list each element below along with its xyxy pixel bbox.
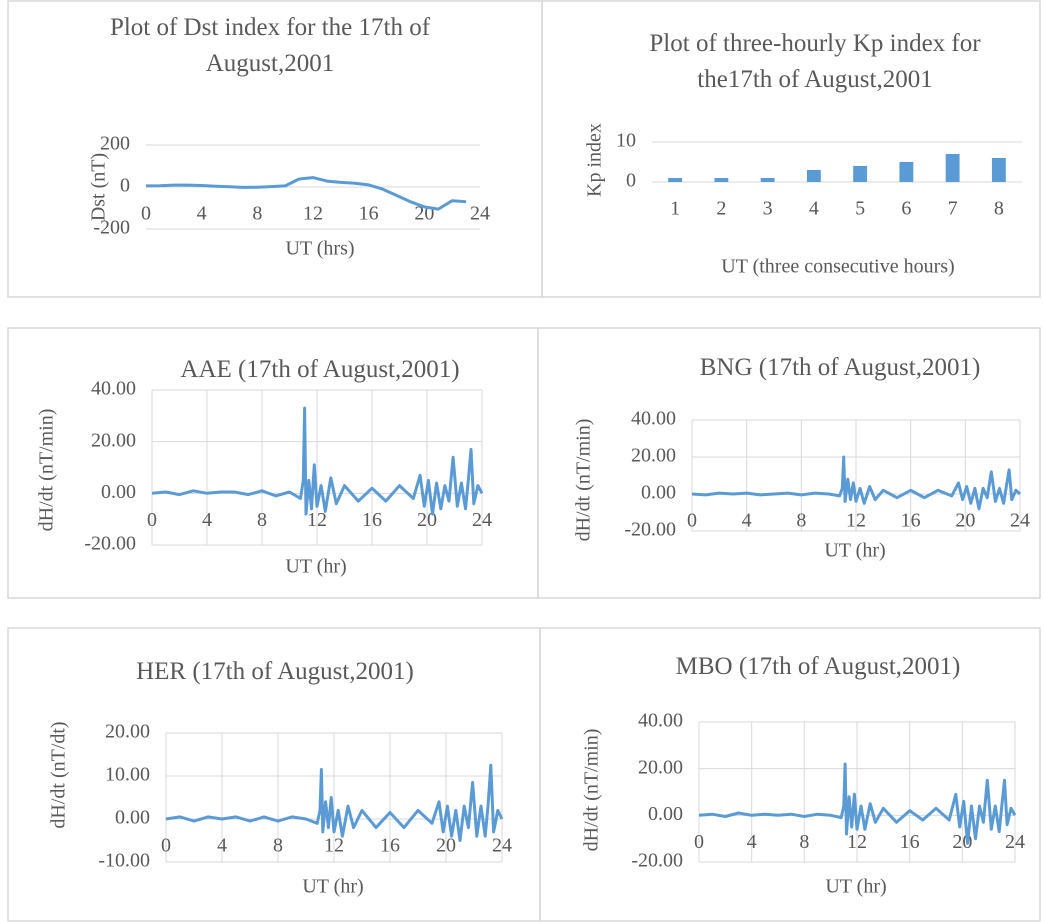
bar bbox=[899, 162, 914, 182]
x-tick-label: 12 bbox=[846, 510, 866, 532]
x-tick-label: 8 bbox=[994, 198, 1004, 220]
x-tick-label: 24 bbox=[472, 509, 492, 531]
bar bbox=[668, 178, 683, 182]
x-tick-label: 4 bbox=[202, 509, 212, 531]
x-tick-label: 8 bbox=[273, 835, 283, 857]
x-tick-label: 20 bbox=[436, 835, 456, 857]
x-tick-label: 12 bbox=[307, 509, 327, 531]
y-axis-label: dH/dt (nT/min) bbox=[573, 419, 595, 542]
panel bbox=[537, 327, 1041, 599]
x-tick-label: 0 bbox=[687, 510, 697, 532]
bar bbox=[991, 158, 1006, 182]
x-tick-label: 4 bbox=[197, 203, 207, 225]
y-axis-label: dH/dt (nT/min) bbox=[581, 729, 603, 852]
y-tick-label: 0 bbox=[626, 170, 636, 192]
x-tick-label: 0 bbox=[147, 509, 157, 531]
line-series bbox=[151, 406, 484, 516]
x-tick-label: 7 bbox=[948, 198, 958, 220]
chart-title: MBO (17th of August,2001) bbox=[675, 653, 961, 680]
y-tick-label: 200 bbox=[100, 133, 130, 155]
x-tick-label: 4 bbox=[747, 831, 757, 853]
x-tick-label: 8 bbox=[799, 831, 809, 853]
y-axis-label: dH/dt (nT/dt) bbox=[48, 721, 70, 828]
bar bbox=[714, 178, 729, 182]
x-tick-label: 0 bbox=[161, 835, 171, 857]
x-tick-label: 12 bbox=[324, 835, 344, 857]
y-tick-label: 40.00 bbox=[638, 710, 683, 732]
x-tick-label: 16 bbox=[901, 510, 921, 532]
y-tick-label: 20.00 bbox=[105, 721, 150, 743]
y-tick-label: 0.00 bbox=[101, 481, 136, 503]
chart-title: Plot of Dst index for the 17th of August… bbox=[109, 14, 431, 77]
y-tick-label: 0 bbox=[120, 175, 130, 197]
y-axis-label: Kp index bbox=[584, 123, 606, 197]
line-series bbox=[145, 176, 467, 211]
x-tick-label: 16 bbox=[900, 831, 920, 853]
y-tick-label: 20.00 bbox=[631, 445, 676, 467]
x-axis-label: UT (hr) bbox=[285, 556, 346, 578]
y-tick-label: 0.00 bbox=[648, 803, 683, 825]
x-tick-label: 6 bbox=[901, 198, 911, 220]
y-tick-label: 40.00 bbox=[631, 408, 676, 430]
y-tick-label: 0.00 bbox=[115, 807, 150, 829]
x-tick-label: 8 bbox=[257, 509, 267, 531]
y-axis-label: Dst (nT) bbox=[88, 153, 110, 221]
x-tick-label: 8 bbox=[796, 510, 806, 532]
x-tick-label: 16 bbox=[380, 835, 400, 857]
bar bbox=[945, 154, 960, 182]
x-axis-label: UT (three consecutive hours) bbox=[721, 256, 954, 278]
x-tick-label: 4 bbox=[217, 835, 227, 857]
panel bbox=[541, 0, 1041, 298]
y-tick-label: -20.00 bbox=[631, 850, 683, 872]
x-axis-label: UT (hr) bbox=[824, 540, 885, 562]
x-tick-label: 8 bbox=[252, 203, 262, 225]
y-tick-label: 20.00 bbox=[638, 756, 683, 778]
x-tick-label: 12 bbox=[303, 203, 323, 225]
chart-title: BNG (17th of August,2001) bbox=[699, 354, 981, 381]
chart-title: HER (17th of August,2001) bbox=[136, 658, 414, 685]
x-tick-label: 24 bbox=[492, 835, 512, 857]
panel bbox=[539, 627, 1041, 922]
x-tick-label: 4 bbox=[809, 198, 819, 220]
line-series bbox=[698, 762, 1017, 845]
chart-title: Plot of three-hourly Kp index for the17t… bbox=[649, 30, 981, 93]
y-tick-label: -20.00 bbox=[624, 519, 676, 541]
y-axis-label: dH/dt (nT/min) bbox=[36, 409, 58, 532]
y-tick-label: 10.00 bbox=[105, 764, 150, 786]
y-tick-label: -10.00 bbox=[98, 850, 150, 872]
x-axis-label: UT (hrs) bbox=[285, 238, 354, 260]
bar bbox=[806, 170, 821, 182]
y-tick-label: 20.00 bbox=[91, 429, 136, 451]
x-tick-label: 24 bbox=[1005, 831, 1025, 853]
x-tick-label: 2 bbox=[716, 198, 726, 220]
x-tick-label: 24 bbox=[470, 203, 490, 225]
x-tick-label: 1 bbox=[670, 198, 680, 220]
y-tick-label: 10 bbox=[616, 130, 636, 152]
x-tick-label: 20 bbox=[955, 510, 975, 532]
x-axis-label: UT (hr) bbox=[825, 876, 886, 898]
x-tick-label: 3 bbox=[763, 198, 773, 220]
x-axis-label: UT (hr) bbox=[302, 876, 363, 898]
y-tick-label: 0.00 bbox=[641, 482, 676, 504]
y-tick-label: -20.00 bbox=[84, 533, 136, 555]
x-tick-label: 16 bbox=[359, 203, 379, 225]
y-tick-label: -200 bbox=[93, 217, 130, 239]
line-series bbox=[165, 763, 504, 842]
x-tick-label: 16 bbox=[362, 509, 382, 531]
bar bbox=[853, 166, 868, 182]
chart-title: AAE (17th of August,2001) bbox=[180, 356, 460, 383]
bar bbox=[760, 178, 775, 182]
x-tick-label: 4 bbox=[742, 510, 752, 532]
line-series bbox=[691, 455, 1022, 511]
x-tick-label: 24 bbox=[1010, 510, 1030, 532]
x-tick-label: 0 bbox=[694, 831, 704, 853]
x-tick-label: 5 bbox=[855, 198, 865, 220]
x-tick-label: 12 bbox=[847, 831, 867, 853]
x-tick-label: 0 bbox=[141, 203, 151, 225]
y-tick-label: 40.00 bbox=[91, 378, 136, 400]
